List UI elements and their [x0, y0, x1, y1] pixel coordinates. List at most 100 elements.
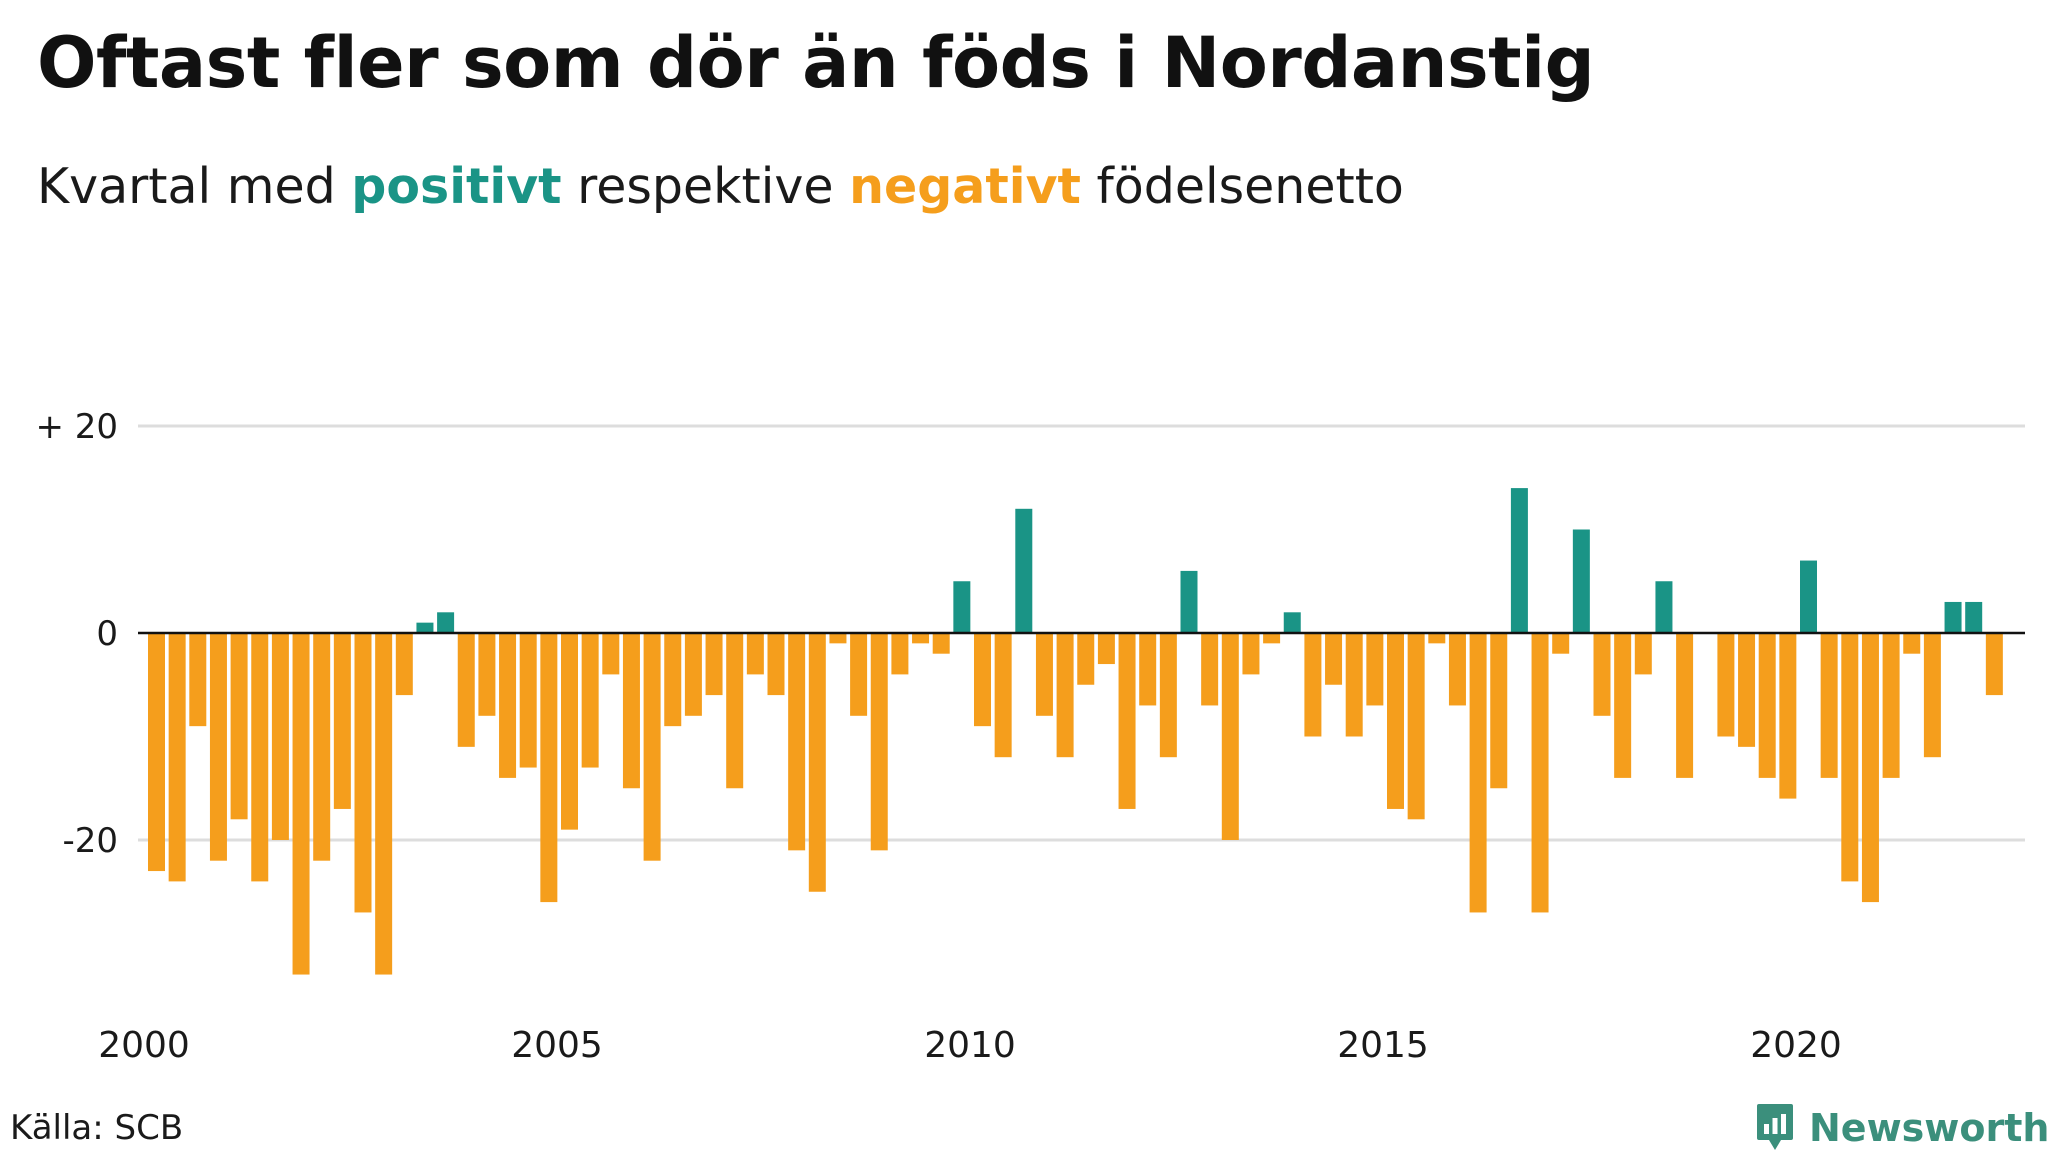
bar [437, 612, 455, 633]
bar [1552, 633, 1570, 654]
bar [1923, 633, 1941, 758]
bar [416, 622, 434, 633]
bar [1985, 633, 2003, 696]
bar [354, 633, 372, 913]
bar [1448, 633, 1466, 706]
y-tick-label: + 20 [35, 407, 118, 447]
bar [209, 633, 227, 861]
bar [1304, 633, 1322, 737]
bar [726, 633, 744, 789]
bar [1097, 633, 1115, 665]
bar [602, 633, 620, 675]
bar [581, 633, 599, 768]
bar [1428, 633, 1446, 644]
bar [1118, 633, 1136, 809]
y-tick-label: 0 [96, 614, 118, 654]
bar [1510, 488, 1528, 633]
bar [271, 633, 289, 840]
bar [499, 633, 517, 778]
bar [1345, 633, 1363, 737]
subtitle-prefix: Kvartal med [37, 158, 352, 215]
subtitle-negative-word: negativt [849, 158, 1081, 215]
bar [1490, 633, 1508, 789]
chart-title: Oftast fler som dör än föds i Nordanstig [37, 22, 1595, 104]
bar [333, 633, 351, 809]
bar [870, 633, 888, 851]
bar [251, 633, 269, 882]
bar [1965, 601, 1983, 633]
bar [1531, 633, 1549, 913]
y-tick-label: -20 [62, 821, 118, 861]
bar [1593, 633, 1611, 716]
bar [1015, 508, 1033, 633]
bar [168, 633, 186, 882]
bar [974, 633, 991, 727]
bar [1676, 633, 1694, 778]
newsworthy-logo-icon [1757, 1104, 1793, 1150]
bar [1159, 633, 1177, 758]
x-tick-label: 2010 [924, 1025, 1016, 1066]
bar [189, 633, 207, 727]
bar [148, 633, 165, 872]
bar [1056, 633, 1074, 758]
bar [395, 633, 413, 696]
subtitle-suffix: födelsenetto [1080, 158, 1404, 215]
bar [1800, 560, 1817, 633]
bar [457, 633, 475, 747]
bar [292, 633, 310, 975]
bar [767, 633, 785, 696]
bar [1903, 633, 1921, 654]
bar [313, 633, 331, 861]
bar [230, 633, 248, 820]
bar [684, 633, 702, 716]
bar [1387, 633, 1404, 809]
bar [788, 633, 806, 851]
bar [478, 633, 496, 716]
bar [746, 633, 764, 675]
bar [1944, 601, 1962, 633]
x-tick-label: 2005 [511, 1025, 603, 1066]
bar [375, 633, 393, 975]
bar [1717, 633, 1735, 737]
bar [1325, 633, 1343, 685]
bar [1655, 581, 1673, 633]
bar [808, 633, 826, 892]
x-tick-label: 2020 [1750, 1025, 1842, 1066]
brand-name: Newsworthy [1809, 1106, 2048, 1150]
subtitle-middle: respektive [561, 158, 850, 215]
bar [1139, 633, 1157, 706]
bar [1634, 633, 1652, 675]
bar [1283, 612, 1301, 633]
chart-subtitle: Kvartal med positivt respektive negativt… [37, 158, 1404, 215]
x-tick-label: 2000 [98, 1025, 190, 1066]
bar [1572, 529, 1590, 633]
bar [705, 633, 723, 696]
bar [1201, 633, 1219, 706]
bar [850, 633, 868, 716]
x-tick-label: 2015 [1337, 1025, 1429, 1066]
axis-layer: + 20 0 -20 2000 2005 2010 2015 2020 [35, 407, 2025, 1066]
bar [1882, 633, 1900, 778]
bar [829, 633, 847, 644]
bar [561, 633, 578, 830]
bar [643, 633, 661, 861]
source-note: Källa: SCB [10, 1108, 184, 1148]
subtitle-positive-word: positivt [351, 158, 562, 215]
brand[interactable]: Newsworthy [1755, 1102, 2048, 1154]
bar [1077, 633, 1095, 685]
bar [622, 633, 640, 789]
bar [1738, 633, 1756, 747]
bar [1614, 633, 1632, 778]
bar [1407, 633, 1425, 820]
bar [1779, 633, 1797, 799]
grid-layer [138, 424, 2025, 842]
bar [1861, 633, 1879, 903]
bar [953, 581, 971, 633]
bar [1180, 570, 1198, 633]
bar [519, 633, 537, 768]
bar [1242, 633, 1260, 675]
bar [1366, 633, 1384, 706]
bar [664, 633, 682, 727]
bar [994, 633, 1012, 758]
